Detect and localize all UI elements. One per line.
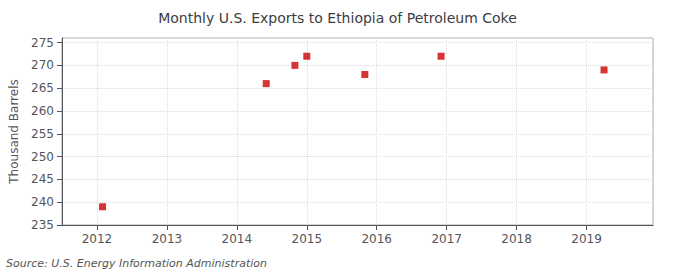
svg-text:235: 235 bbox=[31, 218, 54, 232]
svg-text:250: 250 bbox=[31, 150, 54, 164]
svg-text:255: 255 bbox=[31, 127, 54, 141]
svg-text:2016: 2016 bbox=[361, 232, 392, 246]
svg-text:245: 245 bbox=[31, 172, 54, 186]
svg-text:265: 265 bbox=[31, 81, 54, 95]
svg-text:2012: 2012 bbox=[82, 232, 113, 246]
svg-text:260: 260 bbox=[31, 104, 54, 118]
svg-text:2014: 2014 bbox=[222, 232, 253, 246]
svg-text:2018: 2018 bbox=[501, 232, 532, 246]
svg-text:240: 240 bbox=[31, 195, 54, 209]
svg-text:2013: 2013 bbox=[152, 232, 183, 246]
svg-text:2019: 2019 bbox=[571, 232, 602, 246]
svg-text:2017: 2017 bbox=[431, 232, 462, 246]
svg-text:2015: 2015 bbox=[292, 232, 323, 246]
svg-text:275: 275 bbox=[31, 36, 54, 50]
svg-text:Source: U.S. Energy Informatio: Source: U.S. Energy Information Administ… bbox=[6, 257, 267, 270]
svg-text:Thousand Barrels: Thousand Barrels bbox=[7, 79, 21, 184]
svg-text:Monthly U.S. Exports to Ethiop: Monthly U.S. Exports to Ethiopia of Petr… bbox=[158, 10, 517, 26]
svg-text:270: 270 bbox=[31, 58, 54, 72]
